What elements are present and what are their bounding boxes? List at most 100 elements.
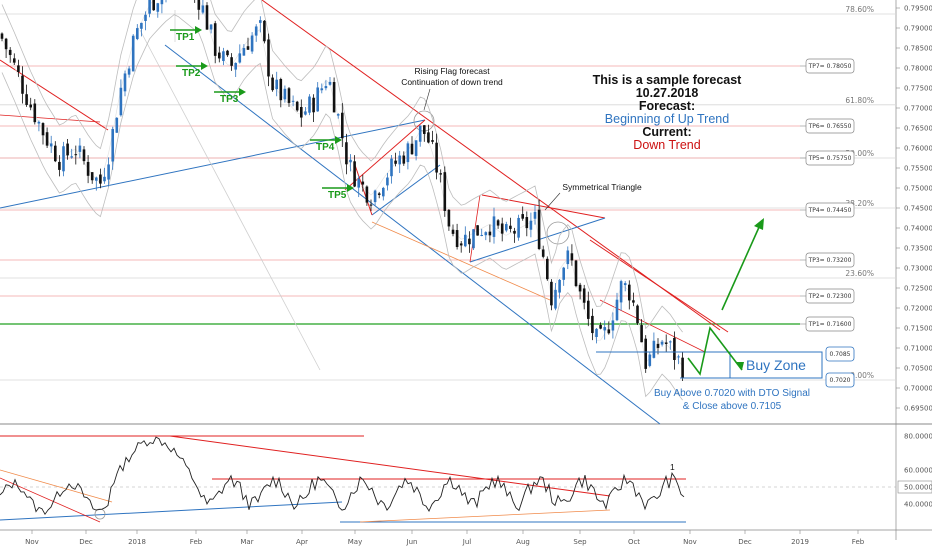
candle-body bbox=[582, 288, 586, 303]
osc-blue-support bbox=[0, 501, 343, 521]
candle-body bbox=[275, 79, 278, 90]
candle-body bbox=[398, 155, 401, 165]
oscillator-line bbox=[0, 436, 685, 516]
candle-body bbox=[451, 229, 455, 234]
tp-arrowhead bbox=[347, 184, 354, 192]
price-tick-label: 0.70500 bbox=[904, 365, 932, 373]
candle-body bbox=[578, 284, 582, 292]
tp-box bbox=[805, 288, 855, 304]
candle-body bbox=[410, 143, 414, 155]
price-tick-label: 0.71000 bbox=[904, 345, 932, 353]
candle-body bbox=[324, 86, 328, 89]
band-upper bbox=[1, 0, 683, 333]
zigzag-arrowhead bbox=[735, 362, 744, 370]
candle-body bbox=[316, 87, 319, 112]
tp-box bbox=[805, 202, 855, 218]
osc-orange-line bbox=[0, 469, 113, 503]
buy-level-label: 0.7085 bbox=[830, 351, 851, 358]
candle-body bbox=[587, 300, 590, 319]
price-tick-label: 0.75000 bbox=[904, 185, 932, 193]
fib-label: 23.60% bbox=[845, 269, 874, 278]
candle-body bbox=[517, 217, 520, 238]
candle-body bbox=[156, 3, 160, 12]
tp-arrowhead bbox=[195, 26, 202, 34]
candle-body bbox=[537, 209, 541, 250]
candle-body bbox=[459, 243, 463, 246]
candle-body bbox=[238, 53, 242, 63]
candle-body bbox=[669, 341, 672, 343]
candle-body bbox=[529, 220, 533, 230]
candle-body bbox=[623, 283, 627, 286]
candle-body bbox=[304, 111, 307, 115]
current-heading: Current: bbox=[642, 125, 691, 139]
candle-body bbox=[66, 143, 69, 156]
candle-body bbox=[213, 23, 217, 56]
candle-body bbox=[0, 33, 4, 39]
triangle-side-line bbox=[469, 194, 481, 263]
price-tick-label: 0.74000 bbox=[904, 225, 932, 233]
time-label: Oct bbox=[628, 538, 640, 546]
candle-body bbox=[615, 299, 619, 321]
price-tick-label: 0.72500 bbox=[904, 285, 932, 293]
candle-body bbox=[336, 114, 340, 116]
candle-body bbox=[677, 356, 680, 358]
candle-body bbox=[423, 125, 426, 134]
time-label: Mar bbox=[240, 538, 253, 546]
candle-body bbox=[230, 57, 233, 66]
candle-body bbox=[361, 181, 365, 185]
time-label: Nov bbox=[683, 538, 697, 546]
candle-body bbox=[345, 142, 348, 165]
time-label: Feb bbox=[852, 538, 865, 546]
buy-level-label: 0.7020 bbox=[830, 377, 851, 384]
candle-body bbox=[90, 172, 94, 181]
uptrend-arrow-line bbox=[721, 224, 761, 311]
candle-body bbox=[414, 140, 418, 156]
buy-zone[interactable]: Buy Zone Buy Above 0.7020 with DTO Signa… bbox=[596, 351, 823, 412]
candle-body bbox=[558, 279, 561, 293]
candle-body bbox=[652, 340, 656, 358]
fib-label: 38.20% bbox=[845, 199, 874, 208]
tp-arrowhead bbox=[239, 88, 246, 96]
osc-marker: 1 bbox=[670, 462, 675, 472]
price-tick-label: 0.74500 bbox=[904, 205, 932, 213]
osc-tick-label: 60.0000 bbox=[904, 467, 932, 475]
price-tick-label: 0.76000 bbox=[904, 145, 932, 153]
candle-body bbox=[205, 5, 209, 30]
candle-body bbox=[431, 140, 434, 142]
candle-body bbox=[148, 0, 151, 14]
price-tick-label: 0.78500 bbox=[904, 45, 932, 53]
candle-body bbox=[263, 20, 266, 42]
candle-body bbox=[320, 88, 324, 91]
candle-body bbox=[25, 94, 28, 105]
osc-tick-label: 40.0000 bbox=[904, 501, 932, 509]
candle-body bbox=[496, 220, 500, 226]
forecast-heading: Forecast: bbox=[639, 99, 695, 113]
candle-body bbox=[681, 357, 684, 378]
candle-body bbox=[54, 145, 57, 162]
tp-box-label: TP6= 0.76550 bbox=[808, 123, 852, 130]
candle-body bbox=[509, 225, 512, 229]
candle-body bbox=[455, 230, 459, 248]
sym-triangle-pointer bbox=[544, 192, 561, 211]
tp-box-label: TP7= 0.78050 bbox=[808, 63, 852, 70]
candle-body bbox=[115, 117, 119, 133]
candle-body bbox=[41, 123, 45, 136]
rising-flag-pointer bbox=[423, 88, 431, 111]
main-resistance-line bbox=[261, 0, 721, 331]
candle-body bbox=[33, 103, 37, 123]
triangle-lower-line bbox=[469, 217, 606, 263]
candle-body bbox=[500, 223, 504, 234]
candle-body bbox=[628, 284, 631, 301]
candle-body bbox=[418, 125, 422, 142]
long-support-line bbox=[0, 119, 426, 209]
candle-body bbox=[484, 232, 488, 236]
candle-body bbox=[107, 164, 110, 180]
price-tick-label: 0.75500 bbox=[904, 165, 932, 173]
candle-body bbox=[377, 193, 381, 195]
price-tick-label: 0.79000 bbox=[904, 25, 932, 33]
fib-label: 0.00% bbox=[850, 371, 874, 380]
candle-body bbox=[271, 77, 274, 91]
buy-level-box bbox=[825, 346, 855, 362]
candle-body bbox=[365, 186, 369, 203]
